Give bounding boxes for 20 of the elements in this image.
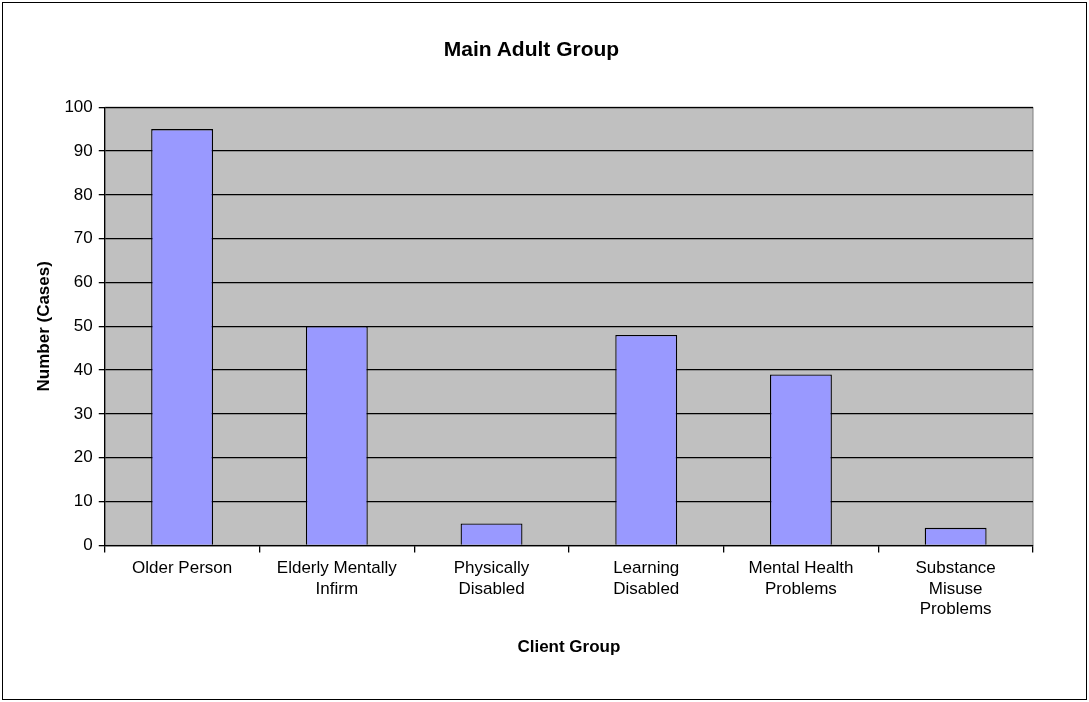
x-tick-label: Mental Health Problems [748,558,854,598]
x-tick-label: Substance Misuse Problems [915,558,996,619]
y-tick-label: 80 [73,184,93,204]
y-tick-label: 50 [73,315,93,335]
y-tick-label: 10 [73,491,93,511]
x-tick-label: Older Person [132,558,233,578]
y-tick-label: 90 [73,140,93,160]
y-tick-label: 30 [73,403,93,423]
y-tick-label: 70 [73,228,93,248]
y-tick-label: 40 [73,359,93,379]
y-tick-label: 100 [64,96,93,116]
chart-title: Main Adult Group [443,37,620,61]
x-tick-label: Learning Disabled [613,558,680,598]
x-axis-title: Client Group [517,637,621,657]
x-tick-label: Elderly Mentally Infirm [276,558,398,598]
y-tick-label: 60 [73,272,93,292]
y-tick-label: 0 [83,535,93,555]
x-tick-label: Physically Disabled [453,558,530,598]
y-axis-title: Number (Cases) [33,261,53,392]
y-tick-label: 20 [73,447,93,467]
